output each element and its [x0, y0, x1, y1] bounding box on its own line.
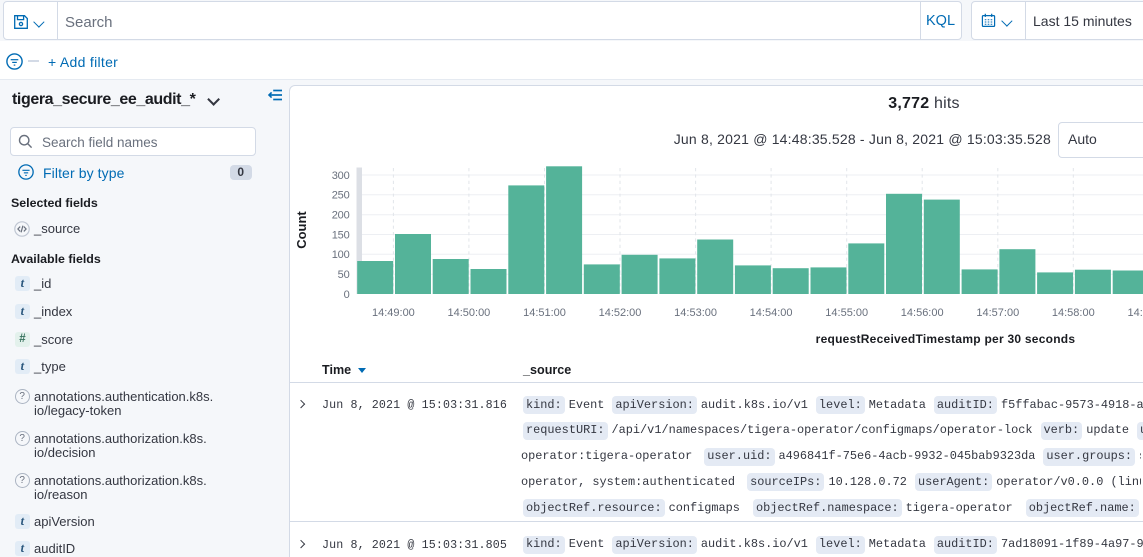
- svg-text:14:56:00: 14:56:00: [901, 307, 944, 319]
- svg-text:14:54:00: 14:54:00: [750, 307, 793, 319]
- svg-text:100: 100: [332, 249, 350, 261]
- svg-text:14:49:00: 14:49:00: [372, 307, 415, 319]
- svg-text:14:57:00: 14:57:00: [976, 307, 1019, 319]
- svg-text:150: 150: [332, 229, 350, 241]
- svg-text:14:59:00: 14:59:00: [1127, 307, 1143, 319]
- svg-text:50: 50: [338, 269, 350, 281]
- svg-text:requestReceivedTimestamp per 3: requestReceivedTimestamp per 30 seconds: [816, 332, 1076, 346]
- svg-text:14:55:00: 14:55:00: [825, 307, 868, 319]
- svg-text:14:51:00: 14:51:00: [523, 307, 566, 319]
- svg-text:Count: Count: [294, 211, 309, 249]
- svg-text:14:53:00: 14:53:00: [674, 307, 717, 319]
- svg-text:0: 0: [344, 289, 350, 301]
- svg-text:200: 200: [332, 210, 350, 222]
- svg-text:14:52:00: 14:52:00: [599, 307, 642, 319]
- svg-text:14:50:00: 14:50:00: [447, 307, 490, 319]
- svg-text:250: 250: [332, 190, 350, 202]
- svg-text:14:58:00: 14:58:00: [1052, 307, 1095, 319]
- svg-text:300: 300: [332, 170, 350, 182]
